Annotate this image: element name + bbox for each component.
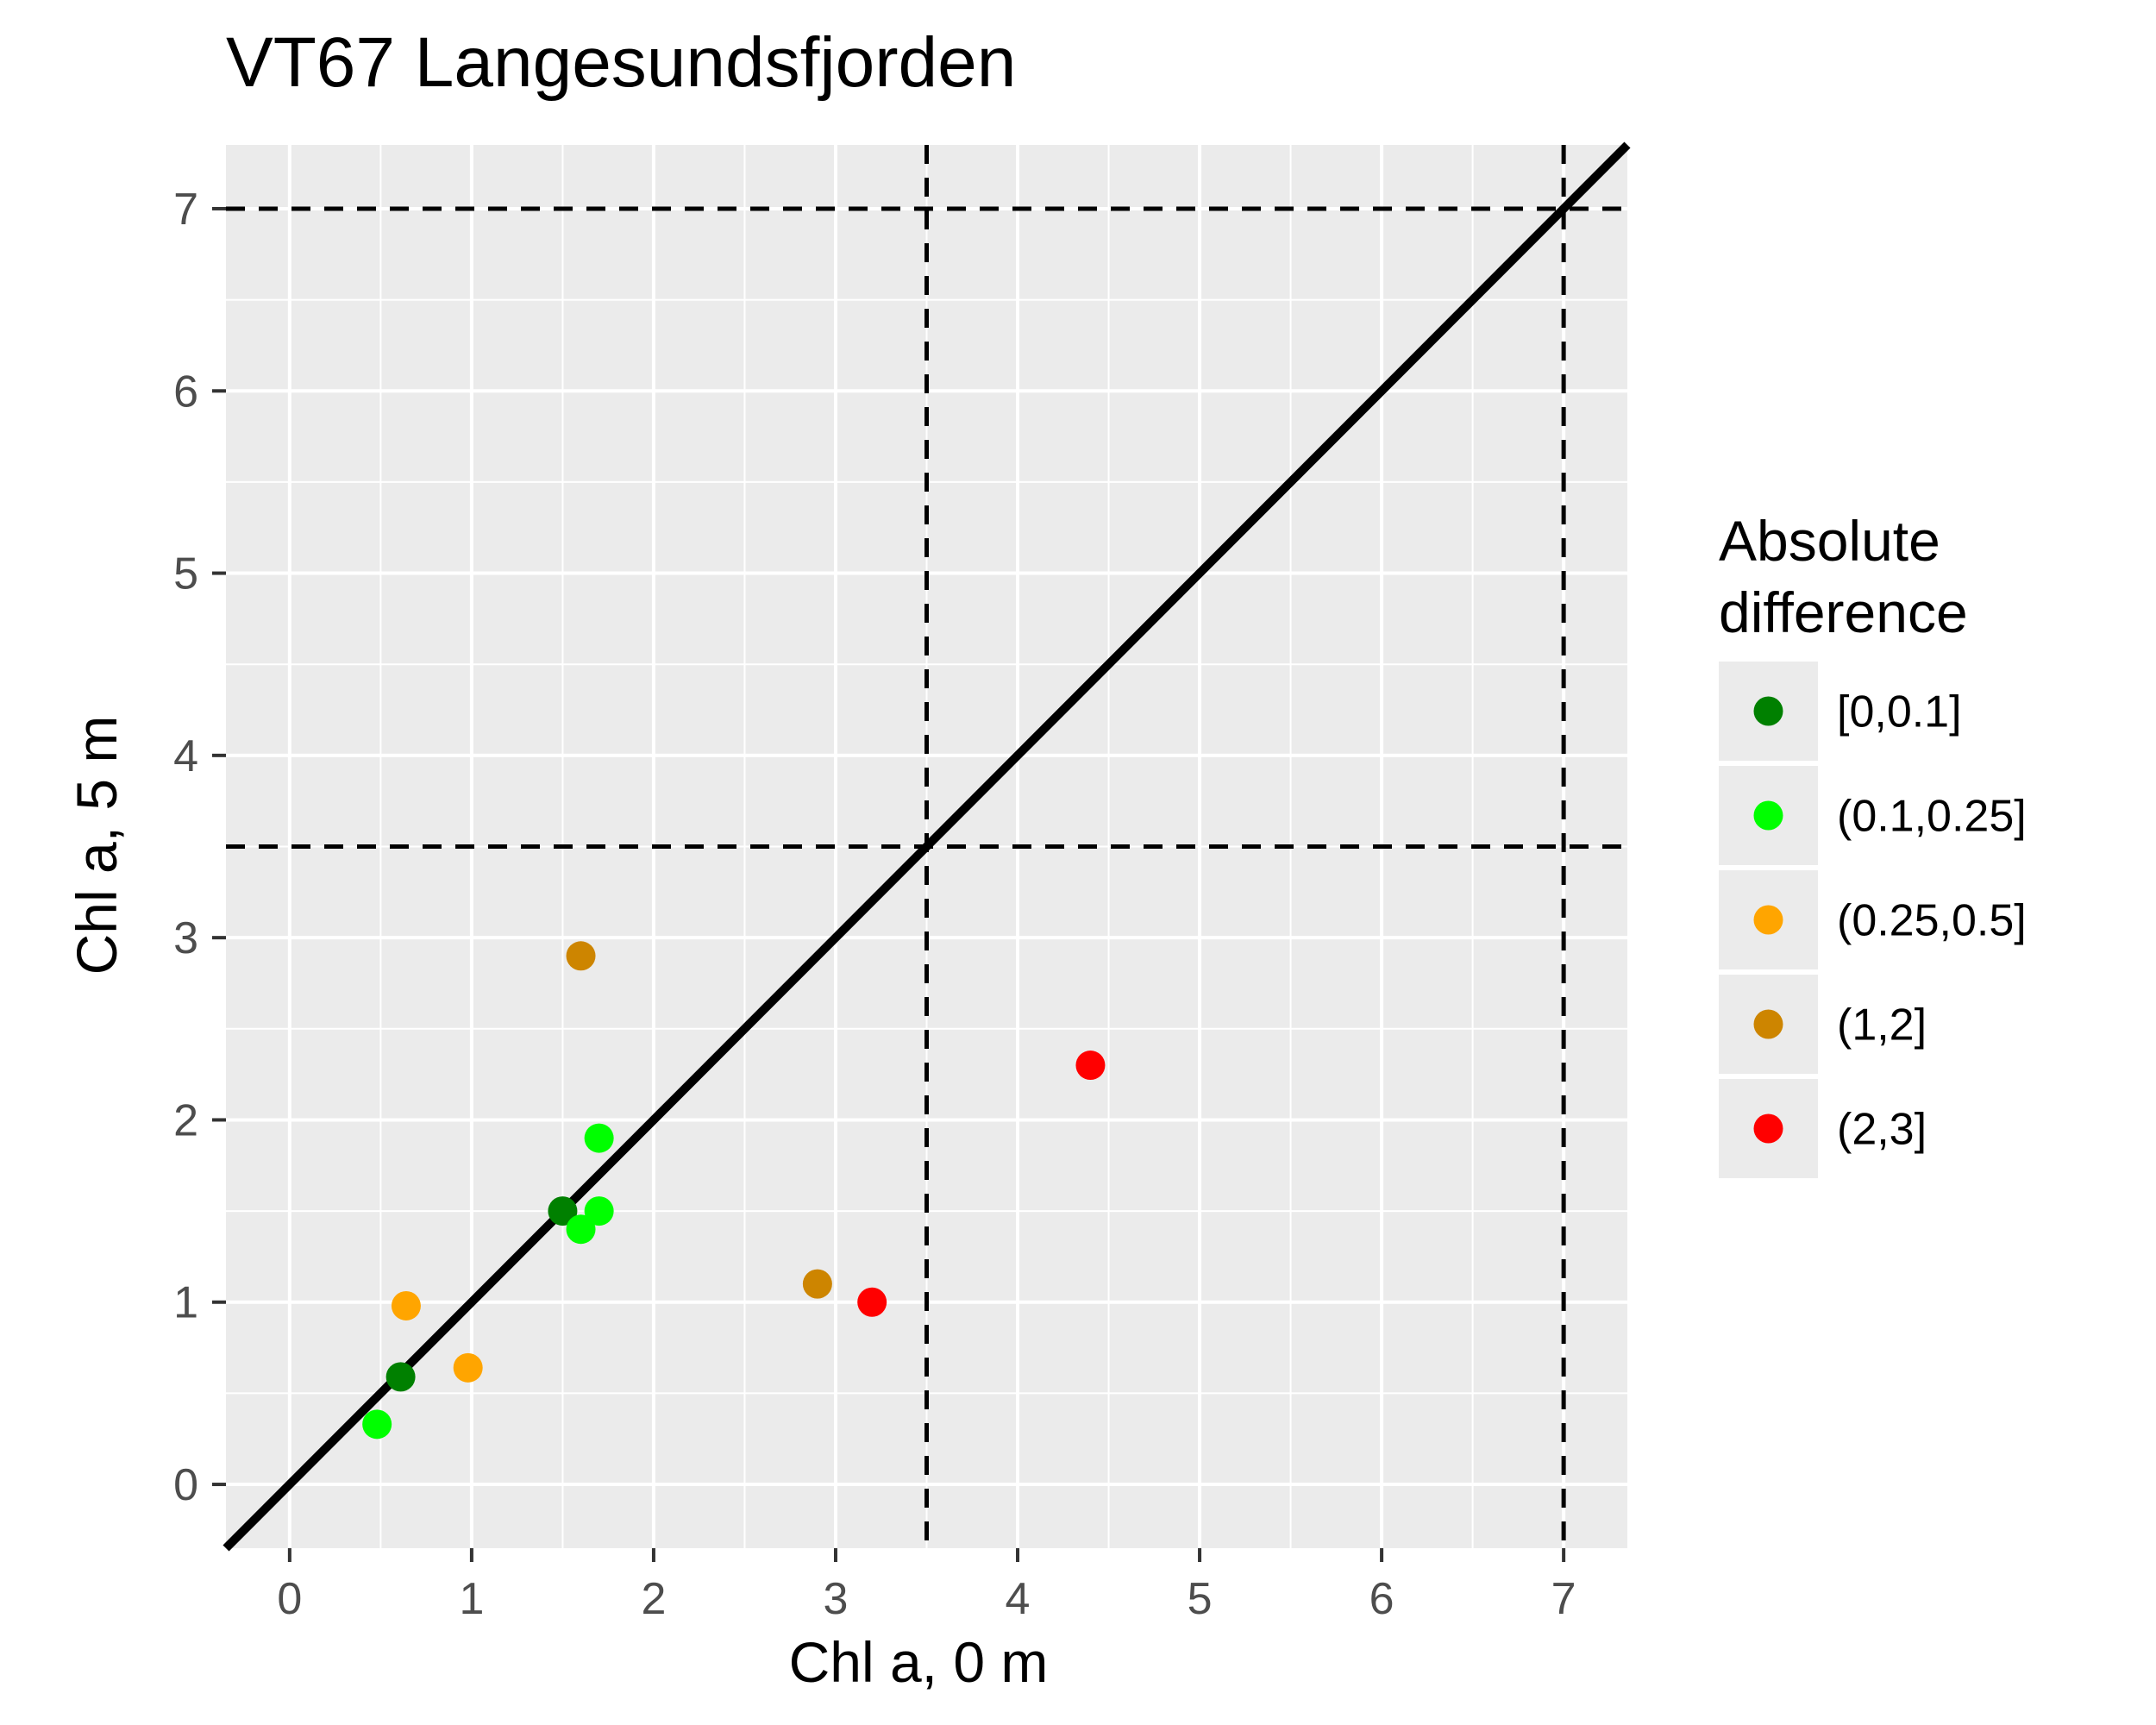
legend-swatch	[1753, 1113, 1783, 1144]
y-tick-label: 1	[173, 1278, 198, 1328]
legend-title-line-1: Absolute	[1719, 509, 1940, 573]
y-tick-label: 7	[173, 185, 198, 235]
y-tick-label: 3	[173, 913, 198, 963]
x-tick-label: 0	[277, 1574, 302, 1624]
data-point	[566, 1214, 596, 1245]
legend-entries: [0,0.1] (0.1,0.25] (0.25,0.5] (1,2] (2,3]	[1719, 662, 2027, 1178]
legend-label: (1,2]	[1837, 1000, 1927, 1051]
data-point	[362, 1409, 392, 1440]
x-tick-label: 7	[1551, 1574, 1576, 1624]
x-axis-title: Chl a, 0 m	[789, 1630, 1049, 1694]
x-tick-label: 2	[641, 1574, 666, 1624]
data-point	[1075, 1051, 1106, 1081]
legend-label: [0,0.1]	[1837, 687, 1962, 737]
legend-swatch	[1753, 1009, 1783, 1039]
x-tick-label: 4	[1006, 1574, 1031, 1624]
chart-title: VT67 Langesundsfjorden	[226, 23, 1016, 102]
data-point	[802, 1269, 832, 1299]
identity-line	[222, 141, 1631, 1552]
data-point	[391, 1290, 421, 1320]
data-point	[566, 941, 596, 971]
x-axis: 0 1 2 3 4 5 6 7	[277, 1548, 1576, 1624]
y-axis: 0 1 2 3 4 5 6 7	[173, 185, 226, 1510]
legend-swatch	[1753, 905, 1783, 935]
data-point	[548, 1196, 578, 1226]
legend: Absolute difference [0,0.1] (0.1,0.25] (0.…	[1719, 509, 2027, 1178]
legend-title-line-2: difference	[1719, 580, 1968, 644]
legend-label: (0.1,0.25]	[1837, 792, 2027, 842]
x-tick-label: 1	[459, 1574, 484, 1624]
y-axis-title: Chl a, 5 m	[65, 716, 128, 975]
y-tick-label: 5	[173, 549, 198, 599]
data-points	[362, 941, 1106, 1440]
legend-label: (2,3]	[1837, 1105, 1927, 1155]
data-point	[584, 1196, 614, 1226]
y-tick-label: 4	[173, 731, 198, 781]
reference-lines	[222, 141, 1631, 1552]
legend-swatch	[1753, 800, 1783, 831]
y-tick-label: 6	[173, 367, 198, 417]
data-point	[453, 1352, 483, 1383]
y-tick-label: 0	[173, 1460, 198, 1510]
data-point	[584, 1123, 614, 1153]
x-tick-label: 6	[1369, 1574, 1395, 1624]
x-tick-label: 3	[824, 1574, 849, 1624]
legend-swatch	[1753, 696, 1783, 726]
y-tick-label: 2	[173, 1095, 198, 1145]
x-tick-label: 5	[1188, 1574, 1213, 1624]
legend-label: (0.25,0.5]	[1837, 896, 2027, 946]
data-point	[857, 1287, 887, 1317]
data-point	[385, 1362, 416, 1392]
